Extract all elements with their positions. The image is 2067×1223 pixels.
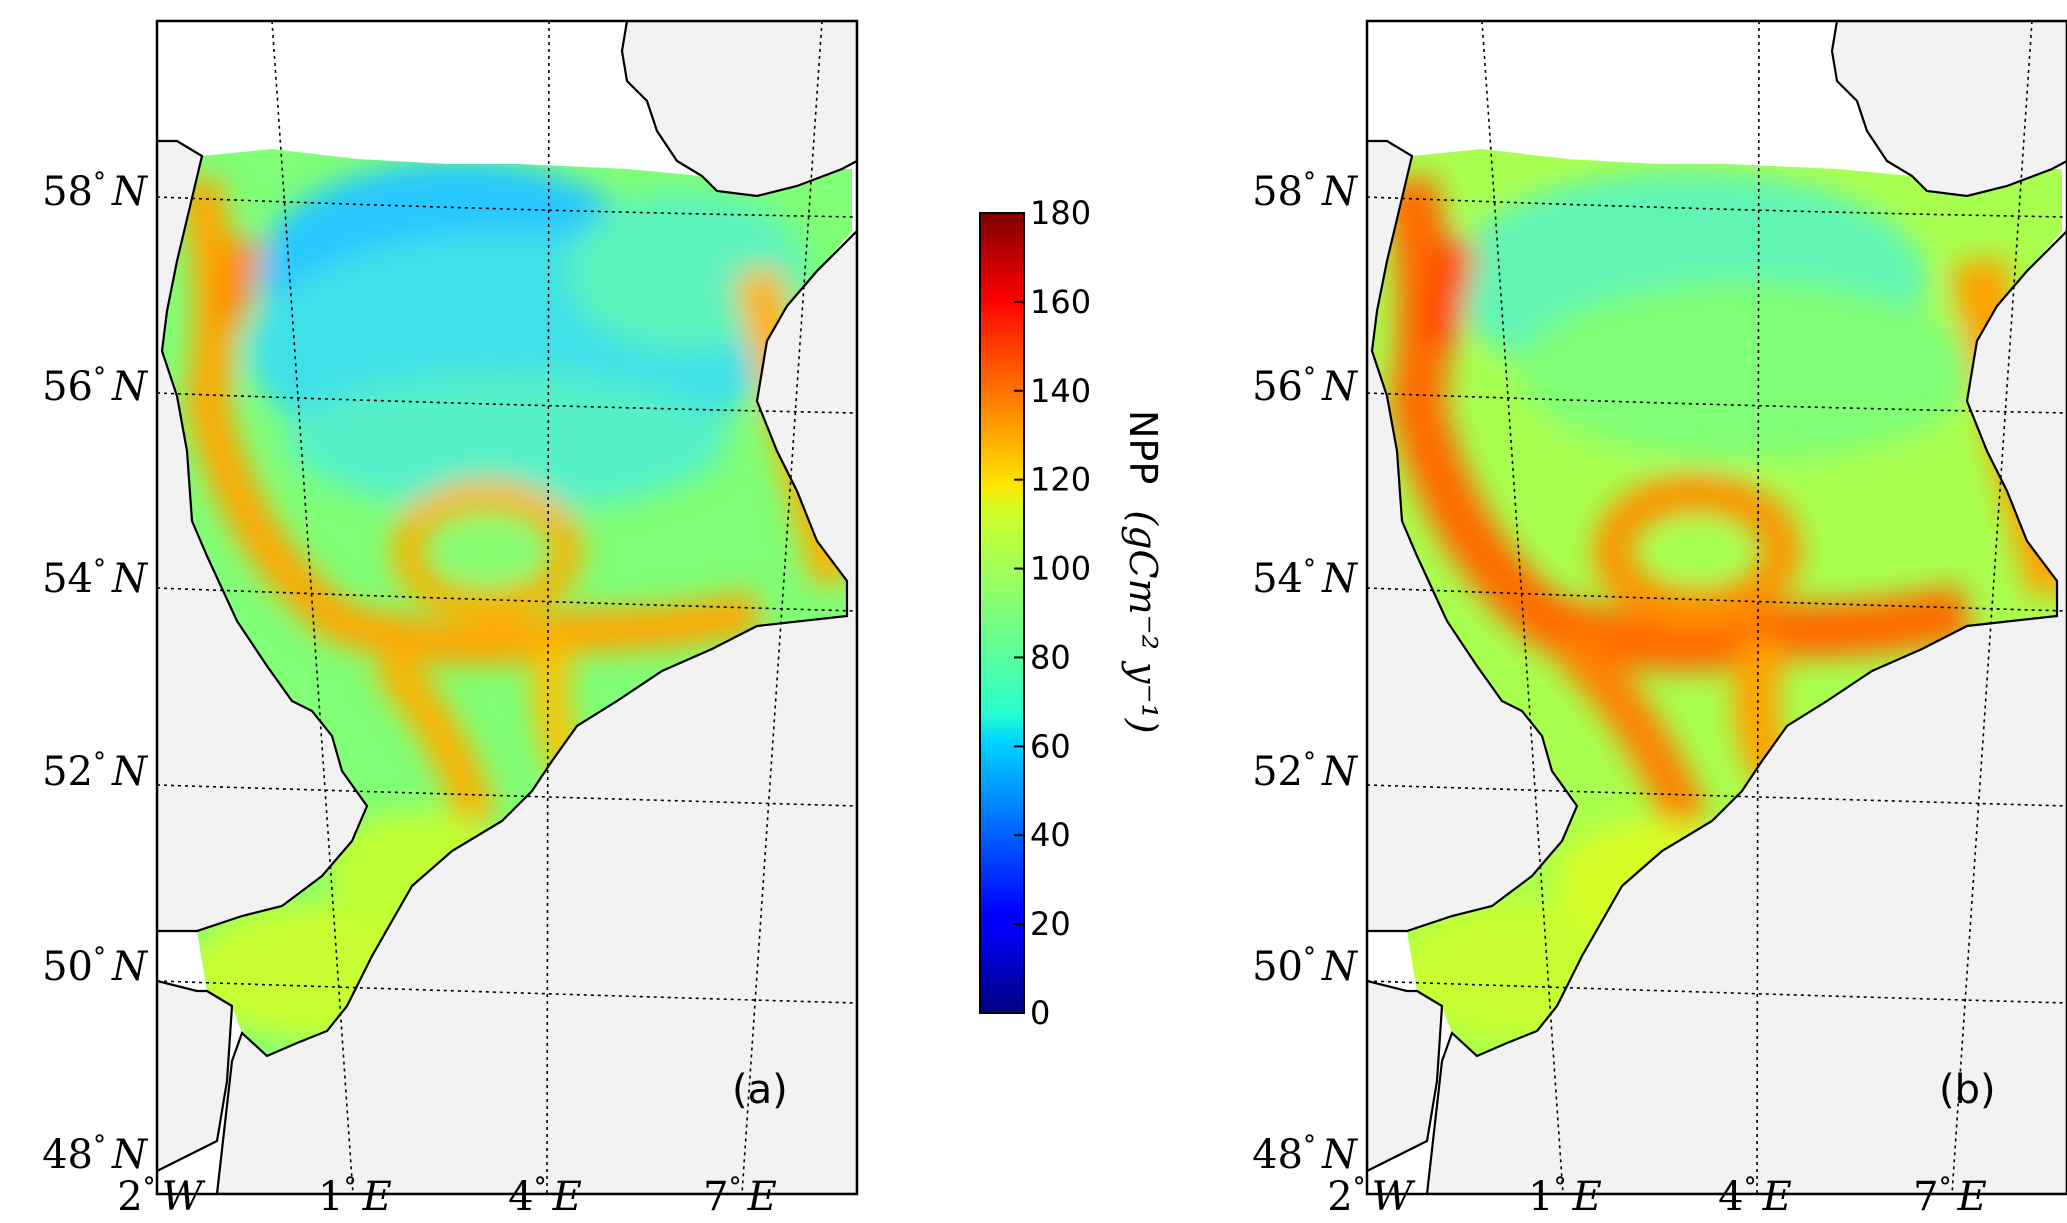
latitude-label-52N: 52° N	[1252, 748, 1359, 795]
latitude-label-48N: 48° N	[42, 1131, 149, 1178]
panel-label-a: (a)	[732, 1067, 788, 1113]
latitude-label-54N: 54° N	[1252, 555, 1359, 602]
colorbar-label-unit: (gCm⁻² y⁻¹)	[1121, 510, 1165, 733]
colorbar-label: NPP (gCm⁻² y⁻¹)	[1121, 410, 1165, 734]
map-panel-b: (b)	[1365, 19, 2067, 1196]
colorbar-tick-label: 0	[1030, 994, 1050, 1032]
colorbar-tick-label: 180	[1030, 194, 1091, 232]
colorbar-gradient	[979, 212, 1025, 1014]
longitude-label-7E: 7° E	[703, 1173, 777, 1220]
colorbar-tick-label: 80	[1030, 638, 1071, 676]
longitude-label-2W: 2° W	[117, 1173, 205, 1220]
graticule	[157, 21, 857, 1194]
colorbar-ticks: 0 20 40 60 80 100 120 140 160 180	[1014, 194, 1091, 1032]
latitude-label-58N: 58° N	[1252, 168, 1359, 215]
colorbar-tick-label: 120	[1030, 461, 1091, 499]
latitude-label-56N: 56° N	[42, 363, 149, 410]
map-frame	[1365, 19, 2067, 1196]
colorbar-label-text: NPP	[1121, 410, 1165, 484]
longitude-label-4E: 4° E	[508, 1173, 582, 1220]
latitude-label-52N: 52° N	[42, 748, 149, 795]
npp-field	[162, 149, 852, 1056]
latitude-label-48N: 48° N	[1252, 1131, 1359, 1178]
colorbar-tick-label: 60	[1030, 727, 1071, 765]
longitude-label-1E: 1° E	[1528, 1173, 1602, 1220]
latitude-label-56N: 56° N	[1252, 363, 1359, 410]
latitude-label-58N: 58° N	[42, 168, 149, 215]
latitude-label-50N: 50° N	[1252, 943, 1359, 990]
colorbar: 0 20 40 60 80 100 120 140 160 180 NPP (gCm⁻² y⁻¹)	[979, 194, 1165, 1032]
colorbar-tick-label: 40	[1030, 816, 1071, 854]
longitude-label-4E: 4° E	[1718, 1173, 1792, 1220]
latitude-label-54N: 54° N	[42, 555, 149, 602]
colorbar-tick-label: 100	[1030, 550, 1091, 588]
colorbar-tick-label: 160	[1030, 283, 1091, 321]
longitude-label-2W: 2° W	[1327, 1173, 1415, 1220]
map-frame	[155, 19, 859, 1196]
longitude-label-1E: 1° E	[318, 1173, 392, 1220]
axis-tick-labels: 58° N56° N54° N52° N50° N48° N2° W 1° E 4° E 7° E58° N…	[42, 168, 1987, 1220]
longitude-label-7E: 7° E	[1913, 1173, 1987, 1220]
colorbar-tick-label: 20	[1030, 905, 1071, 943]
graticule	[1367, 21, 2067, 1194]
map-panel-a: (a)	[155, 19, 859, 1196]
colorbar-tick-label: 140	[1030, 372, 1091, 410]
panel-label-b: (b)	[1939, 1067, 1996, 1113]
latitude-label-50N: 50° N	[42, 943, 149, 990]
